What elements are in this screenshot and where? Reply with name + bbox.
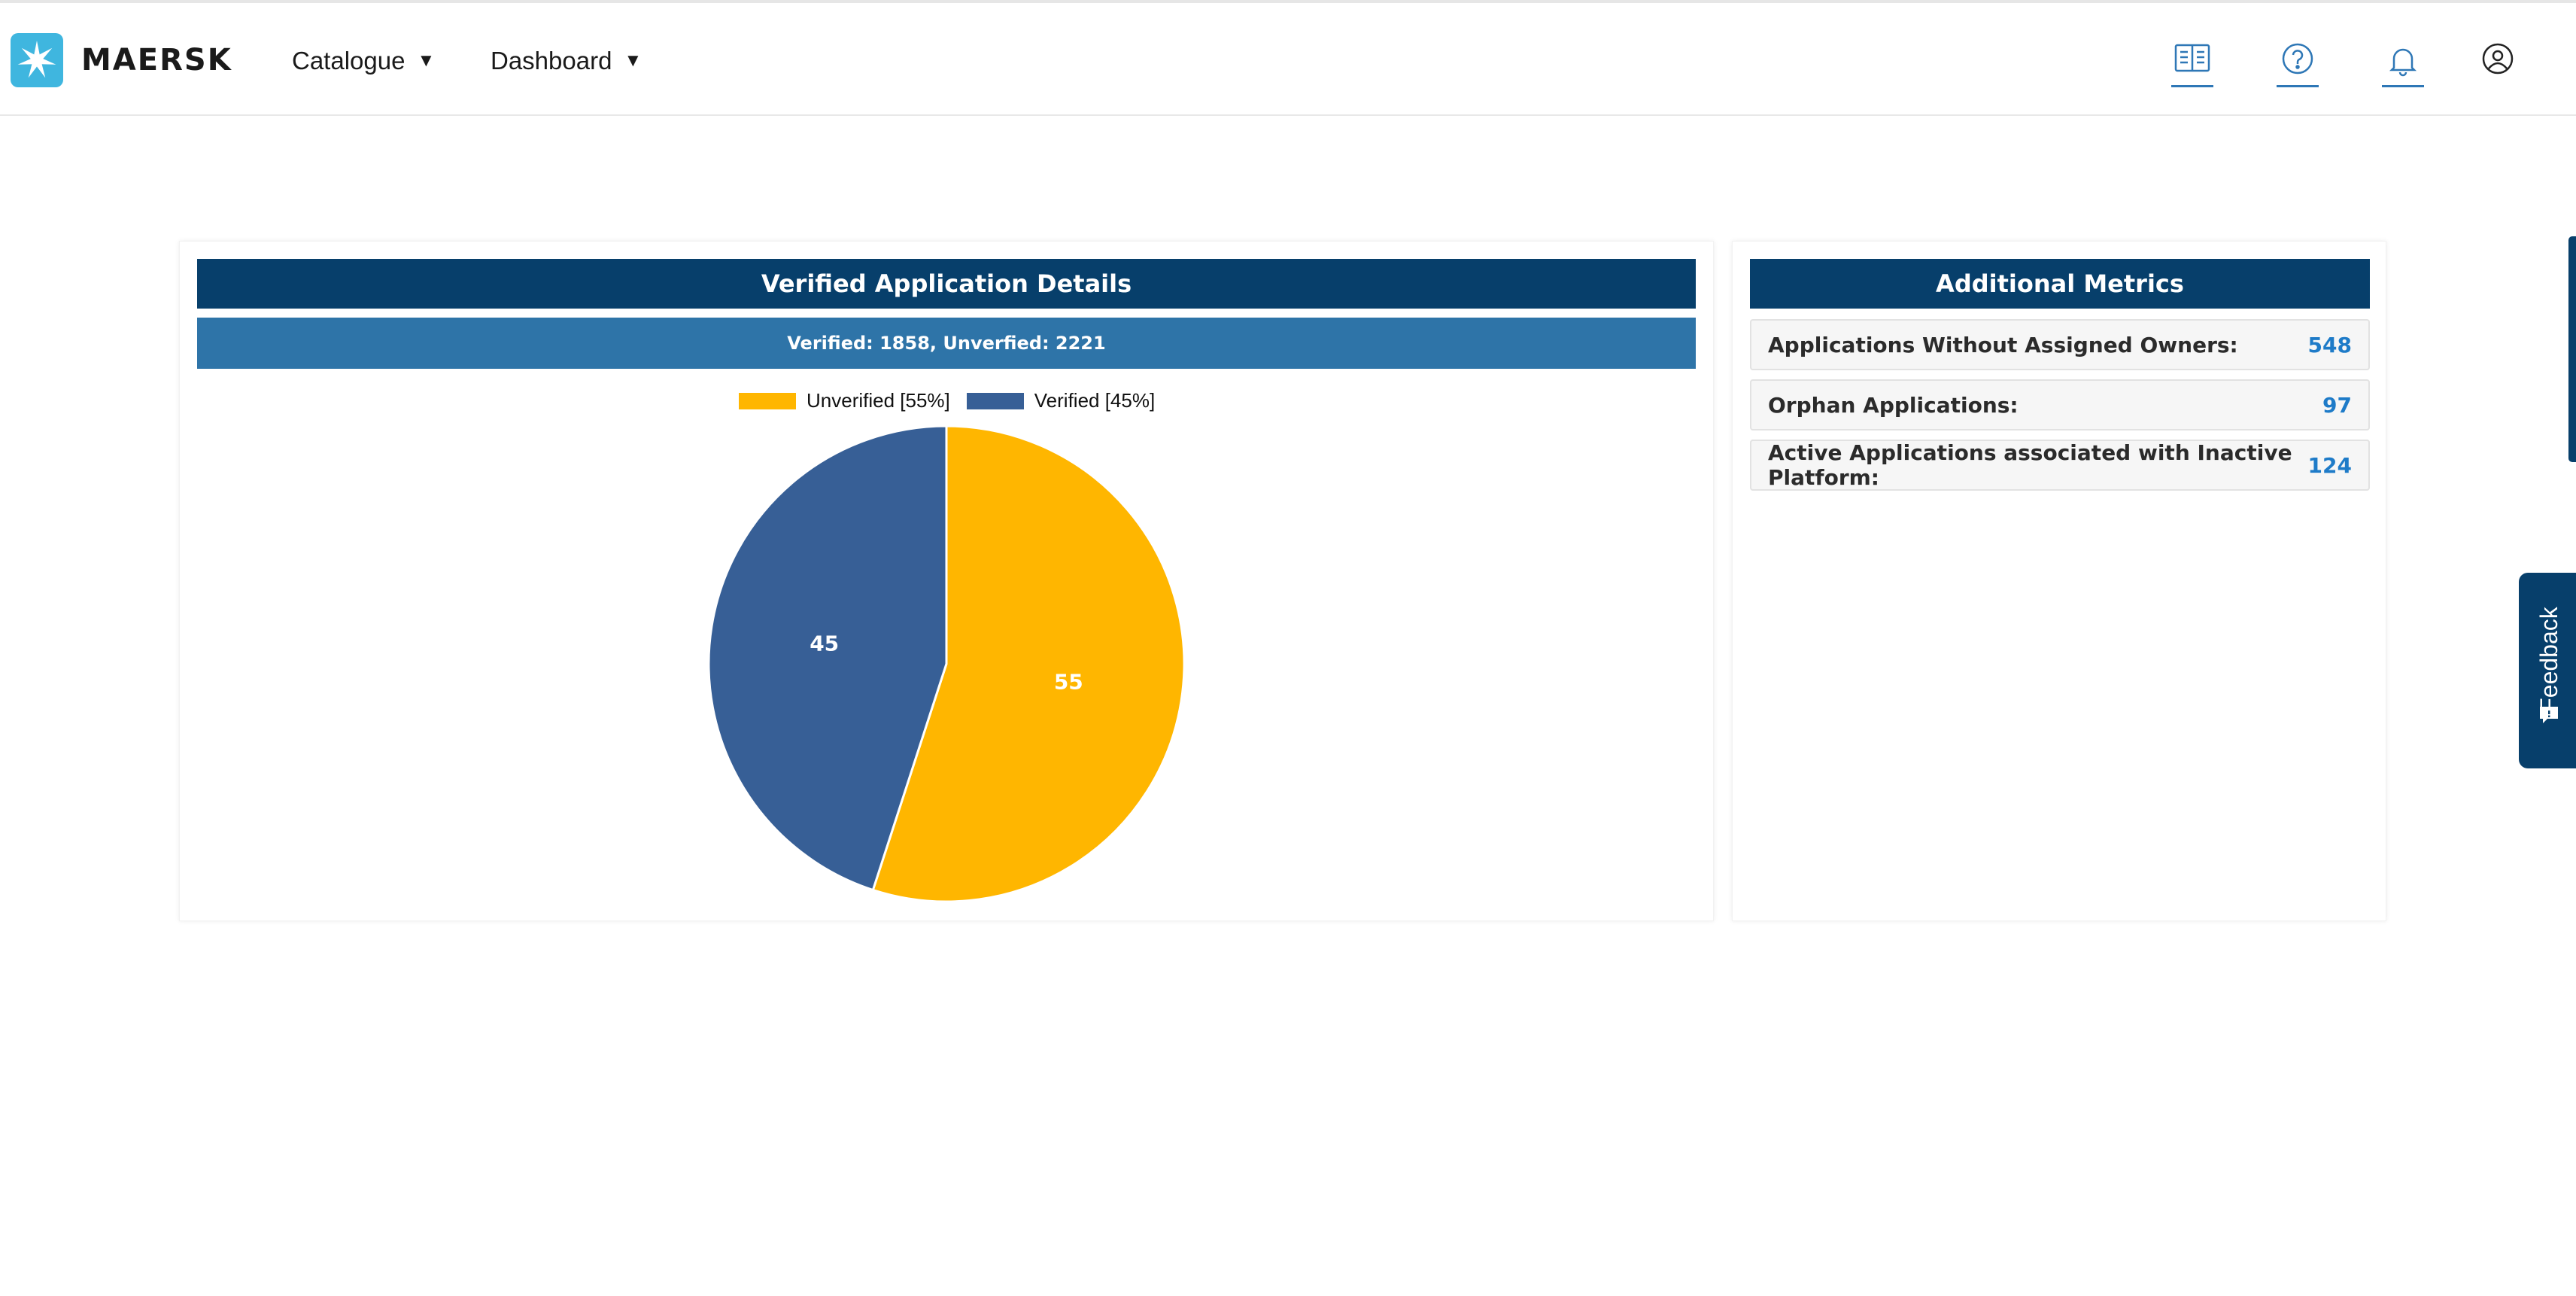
metric-unassigned-owners: Applications Without Assigned Owners: 54… [1750, 319, 2370, 370]
verified-pie-chart: 55 45 [707, 424, 1186, 903]
nav-catalogue-label: Catalogue [292, 47, 406, 75]
bell-icon[interactable] [2382, 42, 2424, 87]
legend-label: Unverified [55%] [807, 389, 950, 412]
brand-name: MAERSK [81, 43, 232, 78]
metric-value-link[interactable]: 548 [2307, 332, 2352, 357]
chat-bubble-icon [2540, 706, 2558, 723]
book-icon[interactable] [2171, 42, 2213, 87]
nav-catalogue[interactable]: Catalogue ▼ [292, 47, 435, 75]
pie-slice-verified[interactable] [707, 424, 948, 892]
star-logo-icon [11, 33, 63, 87]
metric-label: Active Applications associated with Inac… [1768, 440, 2292, 490]
caret-down-icon: ▼ [624, 50, 642, 71]
verified-summary-banner: Verified: 1858, Unverfied: 2221 [197, 318, 1696, 369]
help-icon[interactable] [2277, 42, 2319, 87]
legend-item-verified[interactable]: Verified [45%] [966, 389, 1156, 412]
nav-dashboard-label: Dashboard [491, 47, 612, 75]
app-header: MAERSK Catalogue ▼ Dashboard ▼ [0, 3, 2576, 116]
user-icon[interactable] [2477, 42, 2519, 87]
additional-metrics-title: Additional Metrics [1750, 259, 2370, 309]
caret-down-icon: ▼ [417, 50, 436, 71]
legend-item-unverified[interactable]: Unverified [55%] [739, 389, 950, 412]
chart-legend: Unverified [55%] Verified [45%] [739, 389, 1171, 412]
legend-label: Verified [45%] [1034, 389, 1156, 412]
scroll-edge-bar [2568, 236, 2576, 462]
legend-swatch [966, 392, 1024, 409]
pie-slice-unverified[interactable] [871, 424, 1186, 903]
pie-data-label: 55 [1054, 670, 1083, 695]
top-rule [0, 0, 2576, 3]
metric-inactive-platform: Active Applications associated with Inac… [1750, 440, 2370, 491]
feedback-button[interactable]: Feedback [2519, 573, 2576, 768]
metric-label: Applications Without Assigned Owners: [1768, 332, 2238, 357]
metric-value-link[interactable]: 97 [2322, 392, 2352, 418]
metric-value-link[interactable]: 124 [2307, 452, 2352, 478]
maersk-logo[interactable]: MAERSK [11, 33, 232, 87]
verified-details-title: Verified Application Details [197, 259, 1696, 309]
nav-dashboard[interactable]: Dashboard ▼ [491, 47, 642, 75]
metric-label: Orphan Applications: [1768, 392, 2019, 418]
metric-orphan-applications: Orphan Applications: 97 [1750, 379, 2370, 430]
legend-swatch [739, 392, 796, 409]
pie-data-label: 45 [810, 631, 839, 656]
feedback-label: Feedback [2535, 606, 2562, 713]
